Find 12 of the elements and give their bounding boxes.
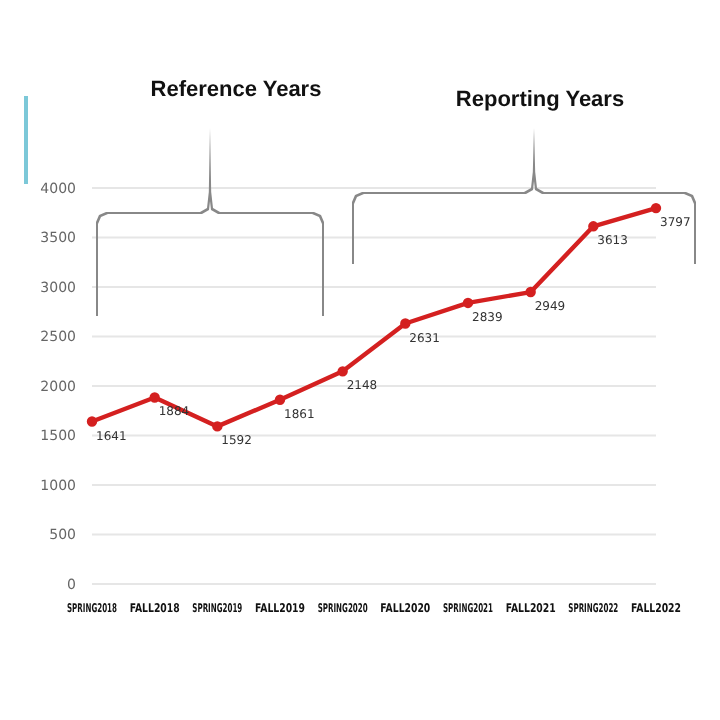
point: [588, 221, 599, 232]
text: Reporting Years: [455, 88, 625, 112]
point: [400, 318, 411, 329]
point: [337, 366, 348, 377]
point: [462, 297, 474, 309]
point: [650, 202, 662, 214]
point: [86, 416, 98, 427]
point: [525, 286, 536, 298]
point: [274, 394, 286, 405]
point: [149, 392, 160, 403]
text: Reference Years: [150, 78, 322, 102]
point: [212, 421, 223, 432]
